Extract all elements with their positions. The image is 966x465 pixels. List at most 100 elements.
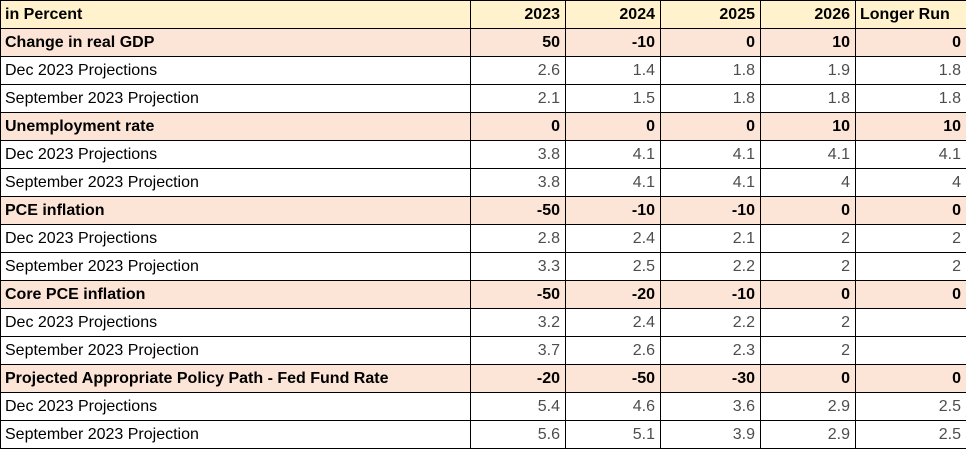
row-label-cell[interactable]: Dec 2023 Projections (0, 224, 471, 253)
row-label-cell[interactable]: Dec 2023 Projections (0, 308, 471, 337)
section-value-cell[interactable]: 0 (565, 112, 661, 141)
section-value-cell[interactable]: 10 (855, 112, 966, 141)
value-cell[interactable]: 5.6 (470, 420, 566, 449)
value-cell[interactable]: 2 (760, 308, 856, 337)
section-value-cell[interactable]: -50 (470, 196, 566, 225)
value-cell[interactable]: 2.3 (660, 336, 761, 365)
header-col-cell[interactable]: 2023 (470, 0, 566, 29)
value-cell[interactable]: 4 (760, 168, 856, 197)
value-cell[interactable]: 2 (760, 224, 856, 253)
value-cell[interactable]: 2.2 (660, 252, 761, 281)
header-col-cell[interactable]: 2025 (660, 0, 761, 29)
value-cell[interactable]: 1.9 (760, 56, 856, 85)
section-row: PCE inflation -50 -10 -10 0 0 (0, 196, 966, 225)
value-cell[interactable]: 3.2 (470, 308, 566, 337)
row-label-cell[interactable]: September 2023 Projection (0, 252, 471, 281)
header-label-cell[interactable]: in Percent (0, 0, 471, 29)
value-cell[interactable]: 2 (855, 224, 966, 253)
value-cell[interactable]: 2.6 (470, 56, 566, 85)
section-value-cell[interactable]: 0 (660, 112, 761, 141)
section-value-cell[interactable]: 0 (660, 28, 761, 57)
value-cell[interactable]: 3.6 (660, 392, 761, 421)
value-cell[interactable]: 3.7 (470, 336, 566, 365)
section-value-cell[interactable]: 0 (470, 112, 566, 141)
value-cell[interactable]: 1.8 (855, 84, 966, 113)
section-value-cell[interactable]: 0 (760, 196, 856, 225)
section-value-cell[interactable]: 0 (855, 280, 966, 309)
section-value-cell[interactable]: -20 (565, 280, 661, 309)
section-value-cell[interactable]: -30 (660, 364, 761, 393)
value-cell[interactable]: 4.1 (660, 168, 761, 197)
row-label-cell[interactable]: Dec 2023 Projections (0, 56, 471, 85)
section-value-cell[interactable]: 50 (470, 28, 566, 57)
header-col-cell[interactable]: 2024 (565, 0, 661, 29)
value-cell[interactable]: 3.8 (470, 140, 566, 169)
row-label-cell[interactable]: Dec 2023 Projections (0, 392, 471, 421)
section-value-cell[interactable]: 0 (760, 280, 856, 309)
row-label-cell[interactable]: September 2023 Projection (0, 168, 471, 197)
section-value-cell[interactable]: -50 (565, 364, 661, 393)
header-col-cell[interactable]: Longer Run (855, 0, 966, 29)
value-cell[interactable]: 2.1 (660, 224, 761, 253)
value-cell[interactable]: 4.1 (855, 140, 966, 169)
value-cell[interactable]: 2.9 (760, 392, 856, 421)
value-cell[interactable]: 2.2 (660, 308, 761, 337)
value-cell[interactable]: 2.6 (565, 336, 661, 365)
value-cell[interactable]: 2 (855, 252, 966, 281)
value-cell[interactable]: 2.4 (565, 308, 661, 337)
value-cell[interactable]: 2.5 (855, 392, 966, 421)
value-cell[interactable]: 1.8 (660, 56, 761, 85)
value-cell[interactable]: 1.4 (565, 56, 661, 85)
section-label-cell[interactable]: Core PCE inflation (0, 280, 471, 309)
row-label-cell[interactable]: September 2023 Projection (0, 420, 471, 449)
value-cell[interactable]: 3.8 (470, 168, 566, 197)
section-value-cell[interactable]: 10 (760, 28, 856, 57)
value-cell[interactable]: 2.8 (470, 224, 566, 253)
data-row: Dec 2023 Projections 2.6 1.4 1.8 1.9 1.8 (0, 56, 966, 85)
value-cell[interactable]: 1.5 (565, 84, 661, 113)
section-value-cell[interactable]: -50 (470, 280, 566, 309)
value-cell[interactable]: 4.6 (565, 392, 661, 421)
value-cell[interactable]: 2.1 (470, 84, 566, 113)
value-cell[interactable]: 2.4 (565, 224, 661, 253)
section-value-cell[interactable]: 10 (760, 112, 856, 141)
section-value-cell[interactable]: -10 (565, 196, 661, 225)
section-value-cell[interactable]: 0 (855, 28, 966, 57)
value-cell[interactable]: 5.1 (565, 420, 661, 449)
section-value-cell[interactable]: -10 (660, 196, 761, 225)
data-row: September 2023 Projection 5.6 5.1 3.9 2.9 2.5 (0, 420, 966, 449)
row-label-cell[interactable]: September 2023 Projection (0, 336, 471, 365)
header-col-cell[interactable]: 2026 (760, 0, 856, 29)
value-cell[interactable]: 1.8 (760, 84, 856, 113)
value-cell[interactable]: 2.9 (760, 420, 856, 449)
section-value-cell[interactable]: -20 (470, 364, 566, 393)
section-value-cell[interactable]: -10 (660, 280, 761, 309)
value-cell[interactable] (855, 308, 966, 337)
value-cell[interactable]: 2 (760, 336, 856, 365)
value-cell[interactable]: 3.3 (470, 252, 566, 281)
value-cell[interactable]: 4.1 (660, 140, 761, 169)
value-cell[interactable]: 4.1 (565, 168, 661, 197)
section-label-cell[interactable]: Projected Appropriate Policy Path - Fed … (0, 364, 471, 393)
value-cell[interactable]: 2.5 (565, 252, 661, 281)
section-label-cell[interactable]: Change in real GDP (0, 28, 471, 57)
section-label-cell[interactable]: PCE inflation (0, 196, 471, 225)
section-value-cell[interactable]: 0 (855, 196, 966, 225)
value-cell[interactable]: 1.8 (855, 56, 966, 85)
row-label-cell[interactable]: Dec 2023 Projections (0, 140, 471, 169)
section-label-cell[interactable]: Unemployment rate (0, 112, 471, 141)
value-cell[interactable]: 4.1 (760, 140, 856, 169)
value-cell[interactable]: 1.8 (660, 84, 761, 113)
row-label-cell[interactable]: September 2023 Projection (0, 84, 471, 113)
section-value-cell[interactable]: 0 (760, 364, 856, 393)
value-cell[interactable] (855, 336, 966, 365)
section-value-cell[interactable]: -10 (565, 28, 661, 57)
value-cell[interactable]: 4 (855, 168, 966, 197)
value-cell[interactable]: 2.5 (855, 420, 966, 449)
value-cell[interactable]: 5.4 (470, 392, 566, 421)
value-cell[interactable]: 2 (760, 252, 856, 281)
value-cell[interactable]: 4.1 (565, 140, 661, 169)
value-cell[interactable]: 3.9 (660, 420, 761, 449)
section-value-cell[interactable]: 0 (855, 364, 966, 393)
section-row: Change in real GDP 50 -10 0 10 0 (0, 28, 966, 57)
